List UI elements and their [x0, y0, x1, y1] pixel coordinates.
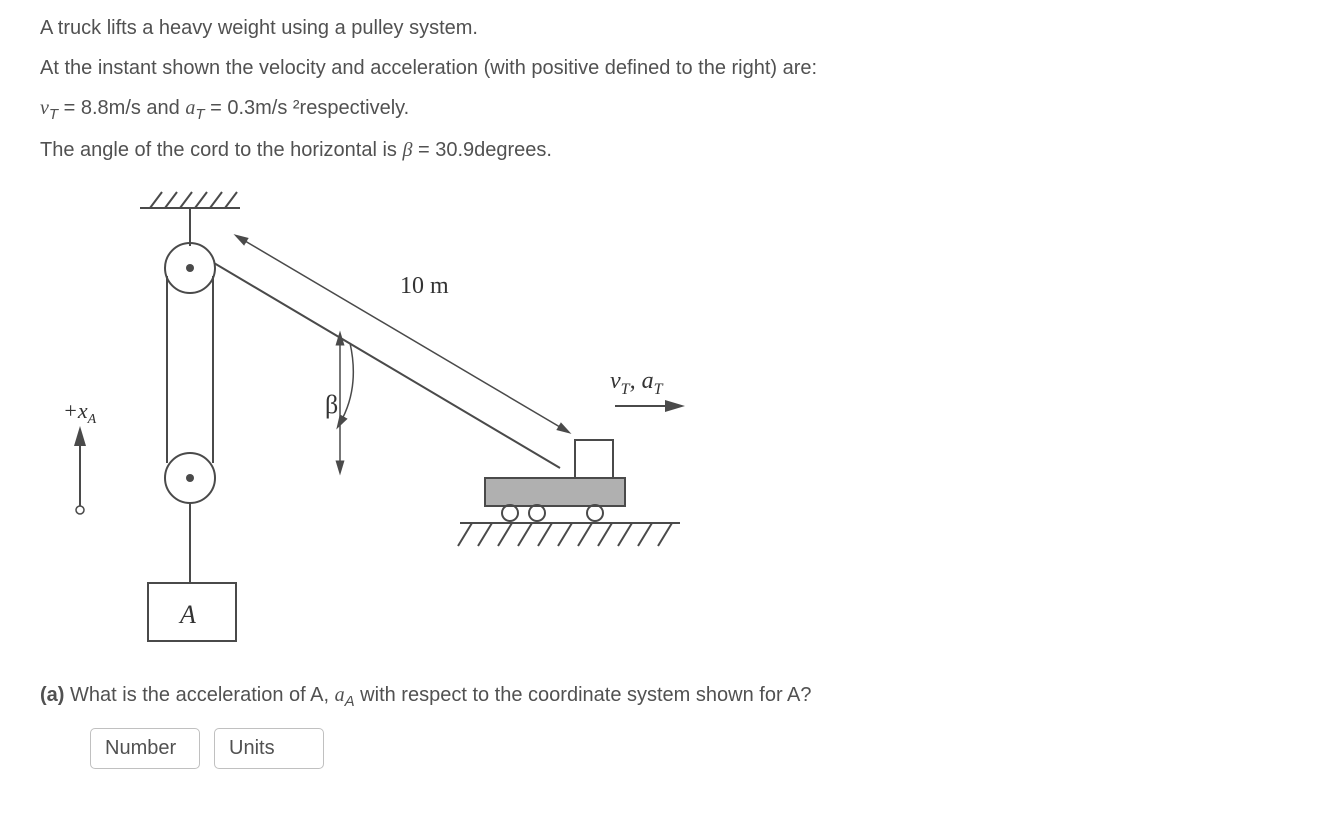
vT-value: = 8.8m/s and: [58, 97, 185, 119]
problem-line-4: The angle of the cord to the horizontal …: [40, 132, 1292, 168]
question-text-post: with respect to the coordinate system sh…: [355, 684, 812, 706]
bottom-pulley-pin: [186, 474, 194, 482]
question-text-pre: What is the acceleration of A,: [70, 684, 335, 706]
aA-variable: a: [335, 684, 345, 706]
beta-value: = 30.9degrees.: [412, 139, 552, 161]
problem-line-2: At the instant shown the velocity and ac…: [40, 50, 1292, 86]
aT-subscript: T: [195, 106, 204, 123]
problem-statement: A truck lifts a heavy weight using a pul…: [40, 10, 1292, 168]
question-label: (a): [40, 684, 64, 706]
problem-line-1: A truck lifts a heavy weight using a pul…: [40, 10, 1292, 46]
cord-diagonal: [214, 263, 560, 468]
question-a: (a) What is the acceleration of A, aA wi…: [40, 684, 1292, 769]
beta-text: β: [325, 390, 338, 419]
aT-variable: a: [185, 97, 195, 119]
truck-cab: [575, 440, 613, 478]
pulley-diagram: 10 m β vT, aT: [40, 188, 1292, 664]
units-input[interactable]: Units: [214, 728, 324, 769]
problem-line-3: vT = 8.8m/s and aT = 0.3m/s ²respectivel…: [40, 90, 1292, 128]
number-input[interactable]: Number: [90, 728, 200, 769]
diagram-svg: 10 m β vT, aT: [40, 188, 720, 658]
aA-subscript: A: [345, 693, 355, 710]
xa-origin: [76, 506, 84, 514]
truck-wheel-3: [587, 505, 603, 521]
answer-input-row: Number Units: [90, 728, 1292, 769]
line4-pre: The angle of the cord to the horizontal …: [40, 139, 402, 161]
truck-body: [485, 478, 625, 506]
cord-length-text: 10 m: [400, 273, 449, 299]
top-pulley-pin: [186, 264, 194, 272]
truck-wheel-1: [502, 505, 518, 521]
cord-length-arrow: [240, 238, 565, 430]
beta-variable: β: [402, 139, 412, 161]
truck-wheel-2: [529, 505, 545, 521]
vt-at-label: vT, aT: [610, 368, 664, 398]
xa-label: +xA: [63, 398, 97, 427]
vT-variable: v: [40, 97, 49, 119]
vT-subscript: T: [49, 106, 58, 123]
aT-value: = 0.3m/s ²respectively.: [205, 97, 410, 119]
beta-arc: [340, 343, 353, 423]
block-A-label: A: [178, 600, 196, 629]
ground-hatch: [458, 523, 680, 546]
ceiling-hatch: [140, 192, 240, 208]
